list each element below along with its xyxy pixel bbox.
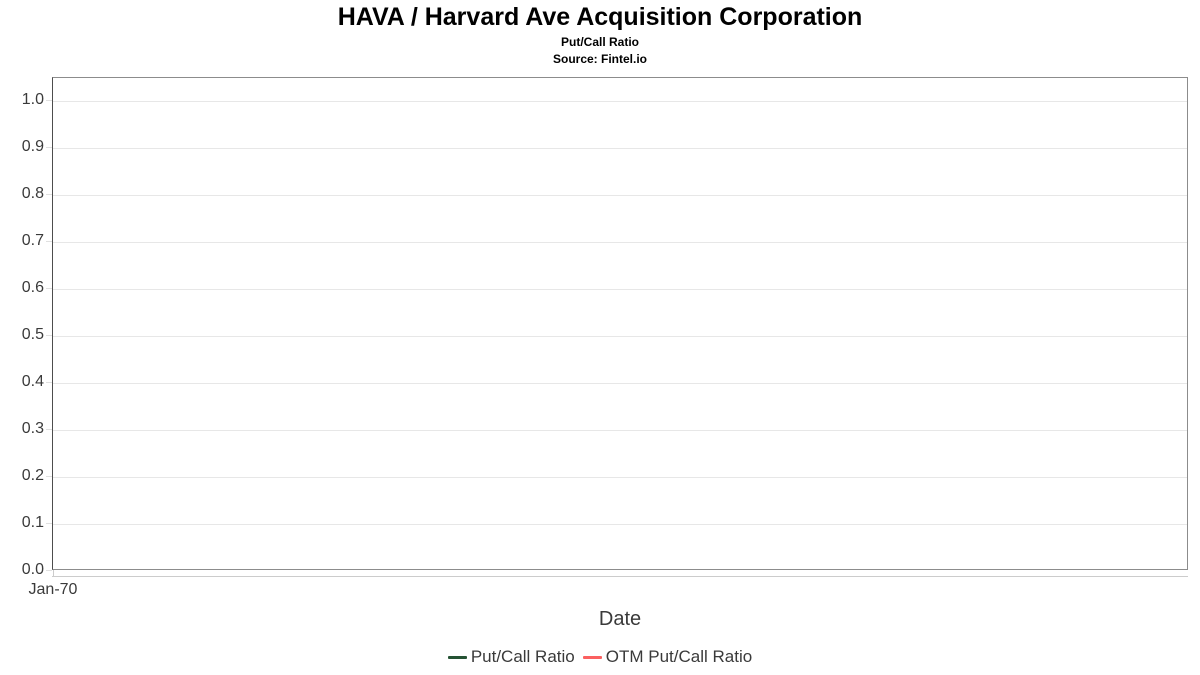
y-tick-label: 0.1 <box>21 514 44 531</box>
legend-label: OTM Put/Call Ratio <box>605 647 753 666</box>
legend-label: Put/Call Ratio <box>470 647 575 666</box>
y-tick-mark <box>46 476 52 477</box>
plot-area <box>52 77 1188 570</box>
legend-item[interactable]: OTM Put/Call Ratio <box>582 647 753 667</box>
gridline <box>53 289 1187 290</box>
gridline <box>53 524 1187 525</box>
y-tick-label: 0.4 <box>21 373 44 390</box>
y-tick-mark <box>46 570 52 571</box>
gridline <box>53 383 1187 384</box>
y-tick-mark <box>46 382 52 383</box>
legend: Put/Call Ratio OTM Put/Call Ratio <box>0 647 1200 667</box>
x-tick-label: Jan-70 <box>28 581 78 598</box>
y-tick-label: 0.7 <box>21 232 44 249</box>
y-tick-label: 0.5 <box>21 326 44 343</box>
y-tick-mark <box>46 147 52 148</box>
y-tick-label: 0.2 <box>21 467 44 484</box>
y-tick-mark <box>46 523 52 524</box>
legend-item[interactable]: Put/Call Ratio <box>447 647 575 667</box>
chart-subtitle: Put/Call Ratio <box>560 35 639 49</box>
y-tick-mark <box>46 194 52 195</box>
y-tick-label: 0.9 <box>21 138 44 155</box>
chart-title: HAVA / Harvard Ave Acquisition Corporati… <box>337 3 863 31</box>
gridline <box>53 195 1187 196</box>
y-tick-label: 0.3 <box>21 420 44 437</box>
y-tick-mark <box>46 100 52 101</box>
y-tick-label: 0.8 <box>21 185 44 202</box>
legend-swatch-icon <box>447 655 467 659</box>
gridline <box>53 430 1187 431</box>
y-tick-label: 1.0 <box>21 91 44 108</box>
gridline <box>53 477 1187 478</box>
gridline <box>53 101 1187 102</box>
chart-source: Source: Fintel.io <box>552 52 647 66</box>
x-axis-title: Date <box>598 608 642 630</box>
y-tick-mark <box>46 429 52 430</box>
y-tick-mark <box>46 288 52 289</box>
y-tick-label: 0.0 <box>21 561 44 578</box>
x-tick-mark <box>53 570 54 576</box>
x-axis-line <box>52 576 1188 577</box>
gridline <box>53 336 1187 337</box>
gridline <box>53 148 1187 149</box>
y-tick-mark <box>46 335 52 336</box>
legend-swatch-icon <box>582 655 602 659</box>
y-tick-label: 0.6 <box>21 279 44 296</box>
y-tick-mark <box>46 241 52 242</box>
gridline <box>53 242 1187 243</box>
